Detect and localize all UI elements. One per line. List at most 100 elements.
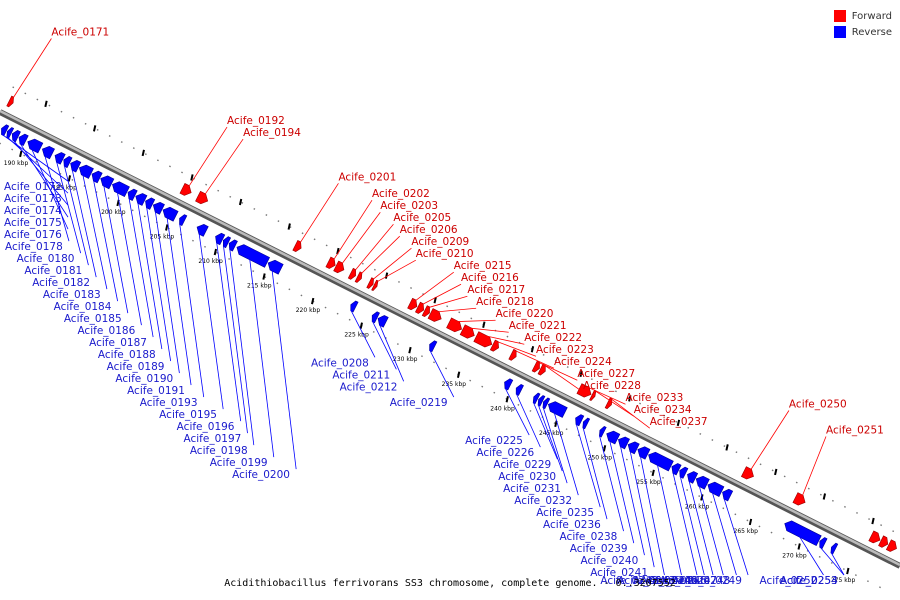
gene-acife-0243[interactable] — [648, 451, 674, 472]
gene-label[interactable]: Acife_0247 — [659, 575, 717, 587]
gene-label[interactable]: Acife_0181 — [24, 265, 82, 277]
gene-label[interactable]: Acife_0252 — [759, 575, 817, 587]
gene-label[interactable]: Acife_0183 — [43, 289, 101, 301]
gene-acife-0195[interactable] — [196, 224, 209, 237]
gene-label[interactable]: Acife_0219 — [390, 397, 448, 409]
gene-acife-0175[interactable] — [18, 133, 29, 147]
gene-acife-0235[interactable] — [575, 414, 585, 427]
gene-label[interactable]: Acife_0218 — [476, 296, 534, 308]
gene-label[interactable]: Acife_0185 — [64, 313, 122, 325]
gene-label[interactable]: Acife_0248 — [672, 575, 730, 587]
gene-label[interactable]: Acife_0178 — [5, 241, 63, 253]
gene-label[interactable]: Acife_0187 — [89, 337, 147, 349]
gene-label[interactable]: Acife_0229 — [493, 459, 551, 471]
gene-label[interactable]: Acife_0221 — [509, 320, 567, 332]
gene-acife-0250[interactable] — [740, 466, 754, 480]
gene-forward-unlabeled[interactable] — [878, 535, 889, 548]
gene-label[interactable]: Acife_0220 — [496, 308, 554, 320]
gene-acife-0188[interactable] — [135, 193, 148, 206]
gene-acife-0208[interactable] — [350, 300, 359, 313]
gene-acife-0245[interactable] — [679, 466, 689, 479]
gene-label[interactable]: Acife_0197 — [183, 433, 241, 445]
gene-acife-0242[interactable] — [637, 446, 651, 460]
gene-label[interactable]: Acife_0203 — [380, 200, 438, 212]
gene-acife-0197[interactable] — [222, 236, 232, 249]
gene-label[interactable]: Acife_0240 — [580, 555, 638, 567]
gene-acife-0248[interactable] — [707, 481, 725, 497]
gene-acife-0176[interactable] — [27, 138, 44, 154]
gene-label[interactable]: Acife_0171 — [51, 26, 109, 38]
gene-acife-0249[interactable] — [722, 488, 734, 502]
gene-acife-0221[interactable] — [459, 324, 475, 339]
gene-acife-0193[interactable] — [179, 214, 188, 227]
gene-acife-0220[interactable] — [446, 317, 463, 333]
gene-acife-0171[interactable] — [6, 95, 14, 108]
gene-label[interactable]: Acife_0228 — [583, 380, 641, 392]
gene-label[interactable]: Acife_0193 — [140, 397, 198, 409]
gene-label[interactable]: Acife_0202 — [372, 188, 430, 200]
gene-acife-0224[interactable] — [508, 348, 517, 361]
gene-acife-0216[interactable] — [414, 301, 425, 314]
gene-acife-0200[interactable] — [267, 259, 284, 275]
gene-acife-0184[interactable] — [91, 170, 103, 184]
gene-acife-0234[interactable] — [589, 389, 597, 401]
gene-label[interactable]: Acife_0182 — [32, 277, 90, 289]
gene-label[interactable]: Acife_0190 — [115, 373, 173, 385]
gene-acife-0229[interactable] — [532, 392, 541, 405]
gene-acife-0246[interactable] — [687, 471, 699, 484]
gene-label[interactable]: Acife_0243 — [617, 575, 675, 587]
gene-acife-0228[interactable] — [537, 363, 546, 376]
gene-acife-0196[interactable] — [215, 232, 226, 246]
gene-label[interactable]: Acife_0184 — [54, 301, 112, 313]
gene-acife-0203[interactable] — [333, 260, 345, 274]
gene-label[interactable]: Acife_0174 — [4, 205, 62, 217]
gene-label[interactable]: Acife_0200 — [232, 469, 290, 481]
gene-acife-0191[interactable] — [162, 206, 179, 222]
gene-acife-0240[interactable] — [617, 436, 630, 450]
gene-label[interactable]: Acife_0241 — [590, 567, 648, 579]
gene-label[interactable]: Acife_0236 — [543, 519, 601, 531]
gene-label[interactable]: Acife_0233 — [625, 392, 683, 404]
gene-acife-0236[interactable] — [582, 417, 591, 430]
gene-label[interactable]: Acife_0235 — [536, 507, 594, 519]
gene-label[interactable]: Acife_0194 — [243, 127, 301, 139]
gene-acife-0215[interactable] — [407, 297, 418, 311]
gene-acife-0180[interactable] — [54, 152, 66, 165]
gene-acife-0230[interactable] — [537, 395, 546, 407]
gene-label[interactable]: Acife_0180 — [17, 253, 75, 265]
gene-acife-0172[interactable] — [1, 124, 10, 137]
gene-acife-0206[interactable] — [354, 271, 363, 283]
gene-forward-unlabeled[interactable] — [885, 539, 897, 552]
gene-label[interactable]: Acife_0175 — [4, 217, 62, 229]
gene-acife-0253[interactable] — [819, 537, 828, 549]
gene-acife-0201[interactable] — [292, 239, 302, 252]
gene-label[interactable]: Acife_0226 — [476, 447, 534, 459]
gene-label[interactable]: Acife_0198 — [190, 445, 248, 457]
gene-acife-0194[interactable] — [195, 190, 209, 205]
gene-label[interactable]: Acife_0239 — [570, 543, 628, 555]
gene-label[interactable]: Acife_0251 — [826, 425, 884, 437]
gene-acife-0244[interactable] — [671, 463, 682, 476]
gene-acife-0209[interactable] — [366, 277, 374, 289]
gene-acife-0182[interactable] — [70, 159, 82, 173]
gene-acife-0252[interactable] — [784, 520, 822, 547]
gene-label[interactable]: Acife_0254 — [780, 575, 838, 587]
gene-label[interactable]: Acife_0209 — [411, 236, 469, 248]
gene-label[interactable]: Acife_0192 — [227, 115, 285, 127]
gene-acife-0192[interactable] — [179, 183, 192, 196]
gene-label[interactable]: Acife_0210 — [416, 248, 474, 260]
gene-acife-0190[interactable] — [152, 201, 165, 215]
gene-label[interactable]: Acife_0237 — [650, 416, 708, 428]
gene-label[interactable]: Acife_0189 — [107, 361, 165, 373]
gene-label[interactable]: Acife_0199 — [210, 457, 268, 469]
gene-acife-0241[interactable] — [627, 441, 640, 455]
gene-acife-0211[interactable] — [371, 311, 380, 324]
gene-label[interactable]: Acife_0246 — [649, 575, 707, 587]
gene-label[interactable]: Acife_0224 — [554, 356, 612, 368]
gene-acife-0247[interactable] — [695, 475, 710, 490]
gene-acife-0185[interactable] — [100, 175, 115, 190]
gene-label[interactable]: Acife_0249 — [684, 575, 742, 587]
gene-acife-0225[interactable] — [504, 378, 514, 391]
gene-label[interactable]: Acife_0195 — [159, 409, 217, 421]
gene-label[interactable]: Acife_0212 — [340, 381, 398, 393]
